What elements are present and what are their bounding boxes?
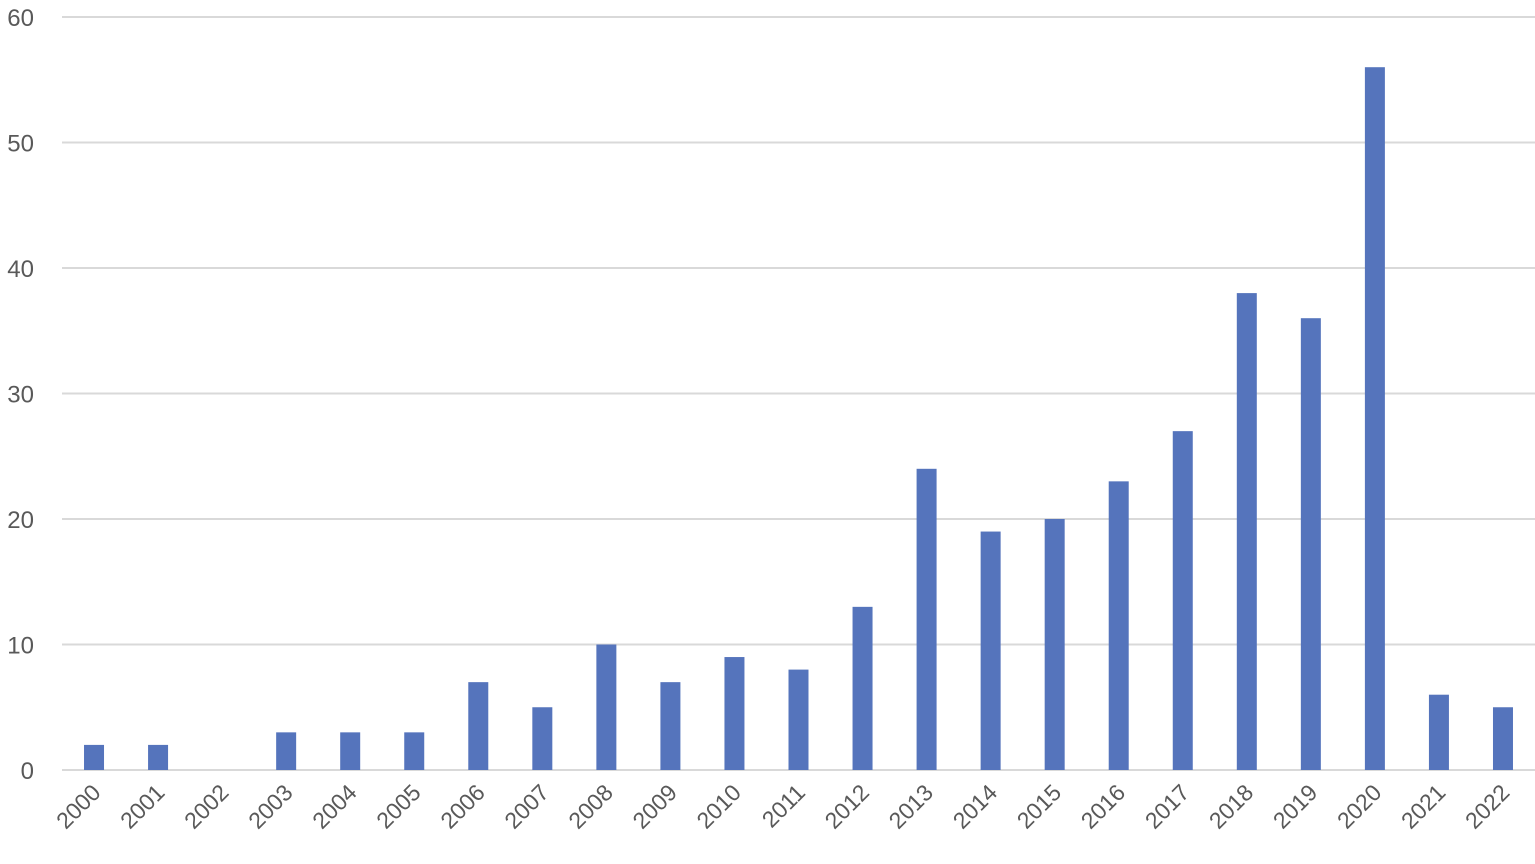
x-tick-label: 2004 — [307, 779, 362, 834]
bar-2004 — [340, 732, 361, 770]
x-tick-label: 2006 — [435, 779, 490, 834]
x-tick-label: 2012 — [820, 779, 875, 834]
bar-2012 — [852, 606, 873, 770]
bar-2000 — [84, 744, 105, 770]
x-tick-label: 2003 — [243, 779, 298, 834]
x-tick-label: 2013 — [884, 779, 939, 834]
x-tick-label: 2000 — [51, 779, 106, 834]
y-tick-label: 20 — [7, 507, 34, 534]
x-tick-label: 2021 — [1396, 779, 1451, 834]
bar-2017 — [1172, 431, 1193, 770]
bars — [84, 67, 1513, 770]
bar-2007 — [532, 707, 553, 770]
y-tick-label: 50 — [7, 131, 34, 158]
bar-2022 — [1492, 707, 1513, 770]
x-axis-tick-labels: 2000 2001 2002 2003 2004 2005 2006 2007 2008 2009… — [51, 779, 1515, 834]
bar-2008 — [596, 644, 617, 770]
bar-2001 — [148, 744, 169, 770]
bar-2021 — [1428, 694, 1449, 770]
x-tick-label: 2016 — [1076, 779, 1131, 834]
bar-2013 — [916, 468, 937, 770]
x-tick-label: 2018 — [1204, 779, 1259, 834]
x-tick-label: 2015 — [1012, 779, 1067, 834]
bar-2019 — [1300, 318, 1321, 770]
y-tick-label: 40 — [7, 256, 34, 283]
x-tick-label: 2017 — [1140, 779, 1195, 834]
gridlines — [62, 16, 1535, 771]
bar-2003 — [276, 732, 297, 770]
x-tick-label: 2020 — [1332, 779, 1387, 834]
bar-2014 — [980, 531, 1001, 770]
x-tick-label: 2002 — [179, 779, 234, 834]
bar-2015 — [1044, 519, 1065, 770]
x-tick-label: 2010 — [691, 779, 746, 834]
x-tick-label: 2007 — [499, 779, 554, 834]
x-tick-label: 2009 — [627, 779, 682, 834]
bar-2011 — [788, 669, 809, 770]
y-tick-label: 60 — [7, 5, 34, 32]
x-tick-label: 2008 — [563, 779, 618, 834]
bar-2010 — [724, 657, 745, 770]
bar-2006 — [468, 682, 489, 770]
bar-2018 — [1236, 293, 1257, 770]
x-tick-label: 2014 — [948, 779, 1003, 834]
y-axis-tick-labels: 0 10 20 30 40 50 60 — [7, 5, 34, 785]
x-tick-label: 2022 — [1460, 779, 1515, 834]
y-tick-label: 0 — [21, 758, 34, 785]
x-tick-label: 2019 — [1268, 779, 1323, 834]
bar-2020 — [1364, 67, 1385, 770]
y-tick-label: 10 — [7, 633, 34, 660]
bar-2016 — [1108, 481, 1129, 770]
x-tick-label: 2005 — [371, 779, 426, 834]
bar-2005 — [404, 732, 425, 770]
x-tick-label: 2011 — [757, 779, 810, 832]
x-tick-label: 2001 — [115, 779, 170, 834]
bar-2009 — [660, 682, 681, 770]
y-tick-label: 30 — [7, 382, 34, 409]
